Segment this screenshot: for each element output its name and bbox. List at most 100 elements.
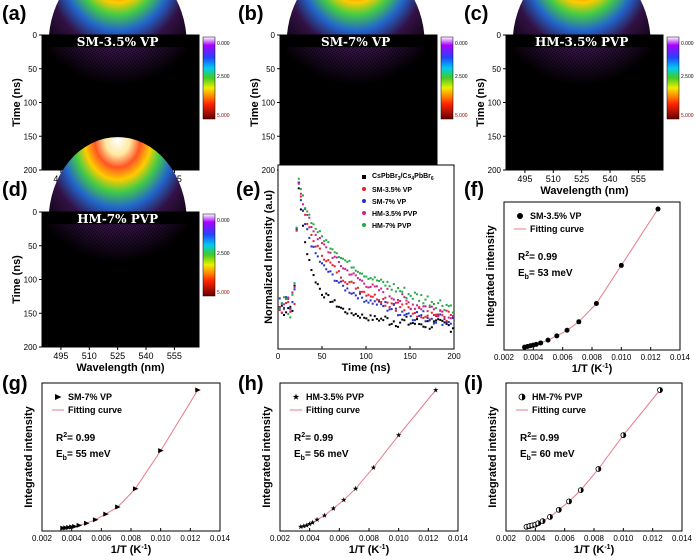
heatmap-dark-band [280,35,437,48]
y-tick-label: 200 [488,166,502,175]
decay-point [384,301,387,304]
decay-point [337,261,340,264]
x-tick-label: 0.004 [62,534,83,543]
decay-point [335,271,338,274]
decay-point [432,314,435,317]
colorbar [440,36,454,120]
decay-point [371,302,374,305]
x-tick-label: 540 [139,351,154,361]
x-tick-label: 100 [359,352,373,361]
decay-series [278,177,454,319]
decay-point [285,311,288,314]
decay-point [352,281,355,284]
decay-point [310,226,313,229]
fit-panel-2: (g) 0.002 0.004 0.006 0.008 0.010 0.012 0.014 1/… [2,373,231,556]
decay-point [380,301,383,304]
y-tick-label: 100 [262,99,276,108]
legend-label: Fitting curve [68,405,122,415]
decay-point [447,321,450,324]
x-axis-title: 1/T (K-1) [572,363,613,375]
x-tick-label: 0.014 [448,534,469,543]
heatmap-title: SM-7% VP [321,35,390,49]
data-point [195,387,201,393]
colorbar-label: 0.000 [681,41,694,47]
x-axis-title: Time (ns) [342,362,391,374]
decay-point [329,251,332,254]
decay-point [435,307,438,310]
x-tick-label: 50 [318,352,327,361]
decay-point [293,302,296,305]
decay-point [399,299,402,302]
data-point [304,522,310,528]
data-point [620,432,627,439]
plot-frame [279,382,459,532]
decay-point [409,315,412,318]
decay-point [411,321,414,324]
marker-half [598,466,601,472]
decay-point [329,261,332,264]
decay-point [344,311,347,314]
plot-frame [41,382,221,532]
x-tick-label: 0.006 [553,353,574,362]
data-point [115,504,121,510]
data-point [538,340,544,346]
decay-point [308,216,311,219]
decay-point [371,283,374,286]
colorbar-label: 0.000 [217,41,230,47]
x-tick-label: 0.002 [496,534,517,543]
y-tick-label: 50 [266,65,275,74]
fit-legend: SM-3.5% VP Fitting curve [514,211,584,234]
decay-point [293,282,296,285]
decay-point [426,320,429,323]
x-tick-label: 0.002 [494,353,515,362]
decay-point [399,313,402,316]
decay-point [416,315,419,318]
decay-point [359,316,362,319]
decay-point [289,305,292,308]
binding-energy-annotation: Eb= 55 meV [56,449,111,462]
decay-point [369,276,372,279]
legend-label: HM-3.5% PVP [372,211,417,218]
r-squared-annotation: R2= 0.99 [520,432,560,444]
decay-point [409,308,412,311]
decay-point [318,287,321,290]
colorbar-label: 5.000 [217,113,230,119]
decay-point [342,257,345,260]
legend-label: SM-3.5% VP [372,187,412,194]
decay-point [416,304,419,307]
decay-point [304,207,307,210]
decay-point [342,307,345,310]
decay-point [394,307,397,310]
data-point [618,262,624,268]
decay-point [401,290,404,293]
decay-point [352,272,355,275]
decay-point [443,321,446,324]
decay-point [361,313,364,316]
y-tick-label: 0 [33,208,38,217]
decay-point [361,290,364,293]
decay-point [409,322,412,325]
fit-legend: SM-7% VP Fitting curve [52,392,122,415]
decay-point [382,319,385,322]
decay-point [361,296,364,299]
decay-point [420,314,423,317]
decay-point [365,285,368,288]
decay-point [337,305,340,308]
panel-letter: (d) [2,179,28,201]
data-point [593,300,599,306]
decay-point [445,303,448,306]
x-tick-label: 525 [574,174,589,184]
x-tick-label: 0.004 [300,534,321,543]
decay-point [373,285,376,288]
legend-label: Fitting curve [530,224,584,234]
decay-point [304,213,307,216]
decay-point [327,294,330,297]
x-tick-label: 540 [603,174,618,184]
decay-point [378,299,381,302]
x-tick-label: 510 [82,351,97,361]
decay-series [278,181,454,326]
x-tick-label: 555 [167,351,182,361]
data-point [539,518,546,525]
decay-point [365,294,368,297]
decay-point [445,309,448,312]
